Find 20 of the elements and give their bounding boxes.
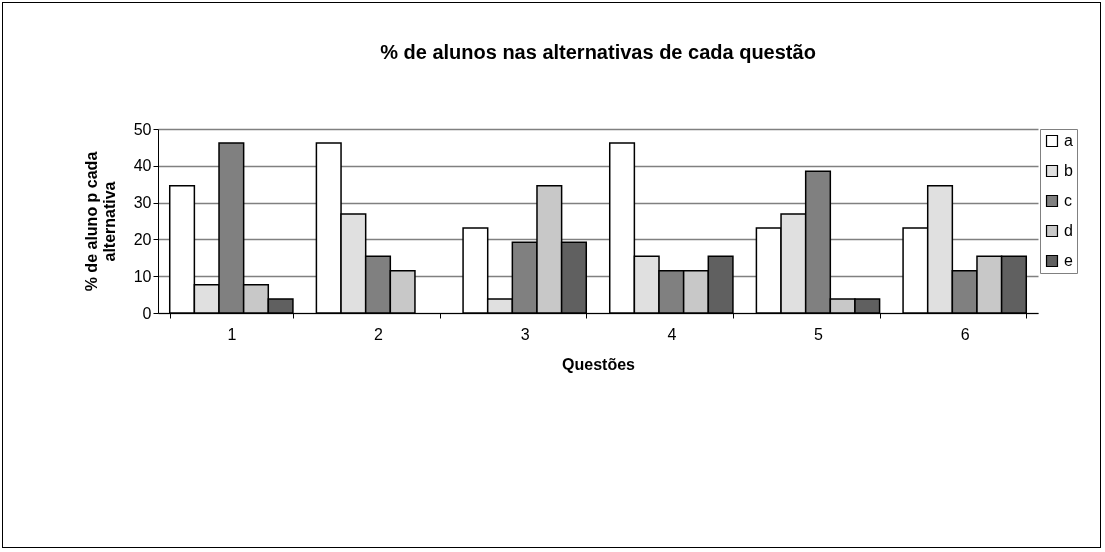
- legend-label: c: [1064, 192, 1072, 209]
- x-axis-title: Questões: [562, 355, 636, 373]
- x-tick-label: 5: [814, 325, 824, 343]
- legend-label: e: [1064, 252, 1073, 269]
- legend-label: a: [1064, 132, 1073, 149]
- y-tick-label: 50: [133, 120, 152, 138]
- x-tick-label: 4: [667, 325, 677, 343]
- chart-title: % de alunos nas alternativas de cada questão: [380, 41, 816, 63]
- legend-label: d: [1064, 222, 1073, 239]
- x-tick-label: 2: [374, 325, 384, 343]
- y-tick-label: 40: [133, 157, 152, 175]
- x-tick-label: 3: [520, 325, 530, 343]
- y-tick-label: 0: [142, 304, 152, 322]
- y-tick-label: 10: [133, 267, 152, 285]
- x-tick-label: 1: [227, 325, 237, 343]
- x-tick-label: 6: [960, 325, 970, 343]
- y-tick-label: 20: [133, 230, 152, 248]
- legend-label: b: [1064, 162, 1073, 179]
- y-tick-label: 30: [133, 194, 152, 212]
- y-axis-title: % de aluno p cada alternativa: [82, 151, 118, 292]
